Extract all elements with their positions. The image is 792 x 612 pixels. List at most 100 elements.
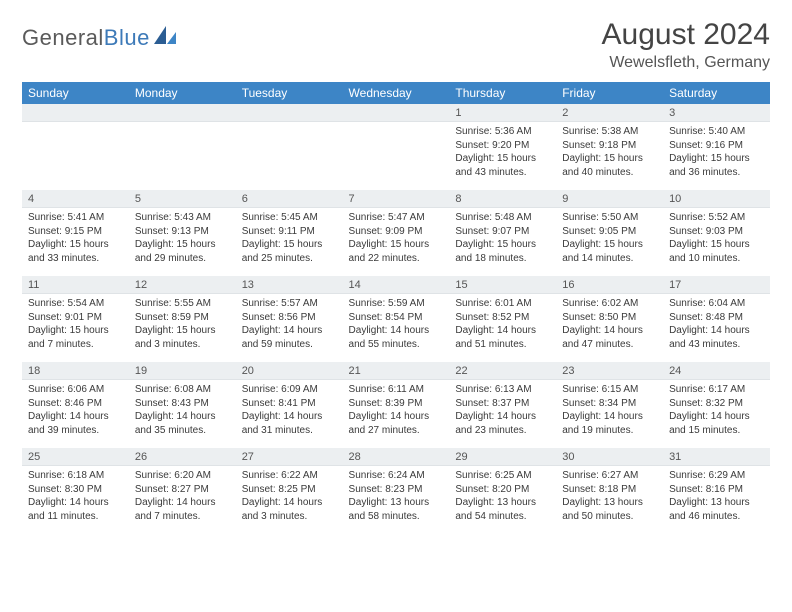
day-details: Sunrise: 6:24 AMSunset: 8:23 PMDaylight:… xyxy=(343,466,450,527)
daylight-text: Daylight: 14 hours and 43 minutes. xyxy=(669,324,764,351)
weekday-header: Thursday xyxy=(449,82,556,104)
day-details: Sunrise: 6:15 AMSunset: 8:34 PMDaylight:… xyxy=(556,380,663,441)
sunrise-text: Sunrise: 5:54 AM xyxy=(28,297,123,311)
calendar-day-cell: 19Sunrise: 6:08 AMSunset: 8:43 PMDayligh… xyxy=(129,362,236,448)
daylight-text: Daylight: 13 hours and 58 minutes. xyxy=(349,496,444,523)
sunset-text: Sunset: 9:01 PM xyxy=(28,311,123,325)
sunset-text: Sunset: 9:09 PM xyxy=(349,225,444,239)
calendar-day-cell: 27Sunrise: 6:22 AMSunset: 8:25 PMDayligh… xyxy=(236,448,343,534)
sunset-text: Sunset: 8:43 PM xyxy=(135,397,230,411)
day-number: 7 xyxy=(343,190,450,208)
day-number: 15 xyxy=(449,276,556,294)
daylight-text: Daylight: 14 hours and 27 minutes. xyxy=(349,410,444,437)
sunset-text: Sunset: 9:18 PM xyxy=(562,139,657,153)
day-number: 24 xyxy=(663,362,770,380)
daylight-text: Daylight: 14 hours and 55 minutes. xyxy=(349,324,444,351)
daylight-text: Daylight: 14 hours and 31 minutes. xyxy=(242,410,337,437)
sunset-text: Sunset: 9:15 PM xyxy=(28,225,123,239)
calendar-week-row: 11Sunrise: 5:54 AMSunset: 9:01 PMDayligh… xyxy=(22,276,770,362)
daylight-text: Daylight: 15 hours and 33 minutes. xyxy=(28,238,123,265)
weekday-header: Friday xyxy=(556,82,663,104)
daylight-text: Daylight: 15 hours and 25 minutes. xyxy=(242,238,337,265)
day-details: Sunrise: 5:47 AMSunset: 9:09 PMDaylight:… xyxy=(343,208,450,269)
sunrise-text: Sunrise: 6:09 AM xyxy=(242,383,337,397)
day-number: 31 xyxy=(663,448,770,466)
calendar-day-cell: 7Sunrise: 5:47 AMSunset: 9:09 PMDaylight… xyxy=(343,190,450,276)
sunset-text: Sunset: 8:41 PM xyxy=(242,397,337,411)
day-number: 22 xyxy=(449,362,556,380)
location: Wewelsfleth, Germany xyxy=(602,54,770,72)
day-number: 18 xyxy=(22,362,129,380)
daylight-text: Daylight: 15 hours and 29 minutes. xyxy=(135,238,230,265)
daylight-text: Daylight: 15 hours and 14 minutes. xyxy=(562,238,657,265)
sunrise-text: Sunrise: 5:48 AM xyxy=(455,211,550,225)
sunset-text: Sunset: 9:13 PM xyxy=(135,225,230,239)
calendar-day-cell: 5Sunrise: 5:43 AMSunset: 9:13 PMDaylight… xyxy=(129,190,236,276)
sunset-text: Sunset: 9:07 PM xyxy=(455,225,550,239)
sunset-text: Sunset: 8:37 PM xyxy=(455,397,550,411)
day-number: 21 xyxy=(343,362,450,380)
day-details: Sunrise: 6:25 AMSunset: 8:20 PMDaylight:… xyxy=(449,466,556,527)
weekday-header: Monday xyxy=(129,82,236,104)
sunset-text: Sunset: 8:27 PM xyxy=(135,483,230,497)
header: GeneralBlue August 2024 Wewelsfleth, Ger… xyxy=(22,18,770,72)
daylight-text: Daylight: 14 hours and 15 minutes. xyxy=(669,410,764,437)
calendar-day-cell: 31Sunrise: 6:29 AMSunset: 8:16 PMDayligh… xyxy=(663,448,770,534)
day-number: 4 xyxy=(22,190,129,208)
calendar-day-cell: 28Sunrise: 6:24 AMSunset: 8:23 PMDayligh… xyxy=(343,448,450,534)
daylight-text: Daylight: 14 hours and 19 minutes. xyxy=(562,410,657,437)
day-number: 19 xyxy=(129,362,236,380)
day-number: 27 xyxy=(236,448,343,466)
logo-general: General xyxy=(22,25,104,50)
calendar-day-cell: 16Sunrise: 6:02 AMSunset: 8:50 PMDayligh… xyxy=(556,276,663,362)
daylight-text: Daylight: 13 hours and 50 minutes. xyxy=(562,496,657,523)
day-details xyxy=(236,122,343,129)
sunrise-text: Sunrise: 6:17 AM xyxy=(669,383,764,397)
calendar-day-cell: 23Sunrise: 6:15 AMSunset: 8:34 PMDayligh… xyxy=(556,362,663,448)
calendar-day-cell: 17Sunrise: 6:04 AMSunset: 8:48 PMDayligh… xyxy=(663,276,770,362)
sunrise-text: Sunrise: 5:38 AM xyxy=(562,125,657,139)
logo-blue: Blue xyxy=(104,25,150,50)
day-number: 14 xyxy=(343,276,450,294)
daylight-text: Daylight: 14 hours and 23 minutes. xyxy=(455,410,550,437)
weekday-header-row: Sunday Monday Tuesday Wednesday Thursday… xyxy=(22,82,770,104)
calendar-body: 1Sunrise: 5:36 AMSunset: 9:20 PMDaylight… xyxy=(22,104,770,534)
day-details: Sunrise: 6:29 AMSunset: 8:16 PMDaylight:… xyxy=(663,466,770,527)
sunset-text: Sunset: 8:25 PM xyxy=(242,483,337,497)
day-details: Sunrise: 6:04 AMSunset: 8:48 PMDaylight:… xyxy=(663,294,770,355)
day-details xyxy=(22,122,129,129)
logo: GeneralBlue xyxy=(22,18,178,51)
sunset-text: Sunset: 8:20 PM xyxy=(455,483,550,497)
sunrise-text: Sunrise: 6:27 AM xyxy=(562,469,657,483)
sunset-text: Sunset: 8:39 PM xyxy=(349,397,444,411)
day-details xyxy=(343,122,450,129)
day-number: 16 xyxy=(556,276,663,294)
sunrise-text: Sunrise: 6:20 AM xyxy=(135,469,230,483)
calendar-day-cell: 13Sunrise: 5:57 AMSunset: 8:56 PMDayligh… xyxy=(236,276,343,362)
sunset-text: Sunset: 8:30 PM xyxy=(28,483,123,497)
sunset-text: Sunset: 8:46 PM xyxy=(28,397,123,411)
day-details: Sunrise: 6:22 AMSunset: 8:25 PMDaylight:… xyxy=(236,466,343,527)
day-number: 26 xyxy=(129,448,236,466)
day-number: 3 xyxy=(663,104,770,122)
sunset-text: Sunset: 9:03 PM xyxy=(669,225,764,239)
day-details: Sunrise: 5:45 AMSunset: 9:11 PMDaylight:… xyxy=(236,208,343,269)
day-number: 12 xyxy=(129,276,236,294)
day-details: Sunrise: 5:52 AMSunset: 9:03 PMDaylight:… xyxy=(663,208,770,269)
day-details: Sunrise: 5:48 AMSunset: 9:07 PMDaylight:… xyxy=(449,208,556,269)
sunset-text: Sunset: 8:48 PM xyxy=(669,311,764,325)
sunrise-text: Sunrise: 6:15 AM xyxy=(562,383,657,397)
day-details: Sunrise: 6:18 AMSunset: 8:30 PMDaylight:… xyxy=(22,466,129,527)
day-details: Sunrise: 5:55 AMSunset: 8:59 PMDaylight:… xyxy=(129,294,236,355)
sunrise-text: Sunrise: 5:40 AM xyxy=(669,125,764,139)
sunrise-text: Sunrise: 6:13 AM xyxy=(455,383,550,397)
sunrise-text: Sunrise: 5:41 AM xyxy=(28,211,123,225)
sunset-text: Sunset: 9:16 PM xyxy=(669,139,764,153)
month-title: August 2024 xyxy=(602,18,770,52)
day-details: Sunrise: 6:17 AMSunset: 8:32 PMDaylight:… xyxy=(663,380,770,441)
calendar-week-row: 18Sunrise: 6:06 AMSunset: 8:46 PMDayligh… xyxy=(22,362,770,448)
calendar-week-row: 4Sunrise: 5:41 AMSunset: 9:15 PMDaylight… xyxy=(22,190,770,276)
sunrise-text: Sunrise: 5:52 AM xyxy=(669,211,764,225)
day-details: Sunrise: 5:43 AMSunset: 9:13 PMDaylight:… xyxy=(129,208,236,269)
calendar-day-cell: 15Sunrise: 6:01 AMSunset: 8:52 PMDayligh… xyxy=(449,276,556,362)
